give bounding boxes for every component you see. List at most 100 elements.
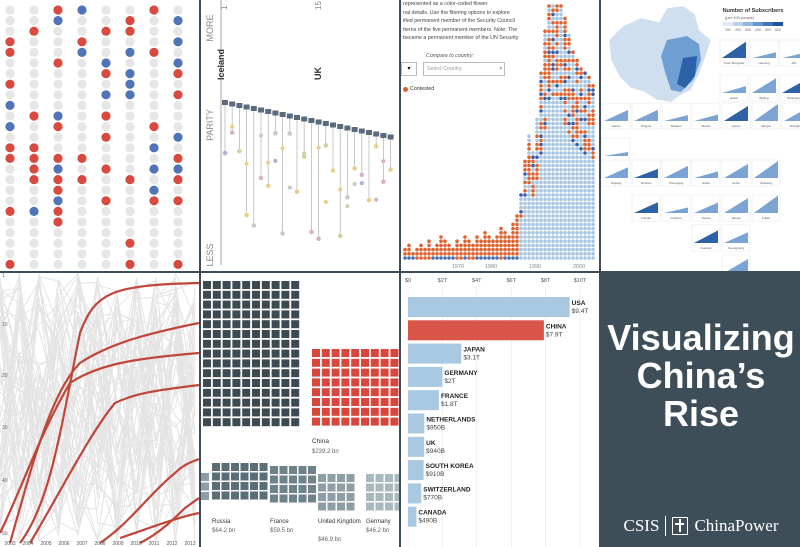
bar-france[interactable] — [408, 390, 439, 411]
council-dot — [575, 205, 579, 210]
waffle-cell-china — [321, 349, 330, 357]
bar-south-korea[interactable] — [408, 460, 424, 481]
council-dot — [587, 105, 591, 109]
council-dot — [539, 109, 543, 113]
council-dot — [495, 256, 499, 260]
parity-panel[interactable]: MORE PARITY LESS Iceland UK 1 15 — [201, 0, 399, 271]
lollipop-dot — [229, 130, 235, 135]
parity-marker — [344, 125, 351, 131]
gdp-bar-panel[interactable]: $0 $2T $4T $6T $8T $10T USA $9.4T CHINA $7.9T JAP… — [401, 273, 599, 547]
grid-dot — [53, 26, 63, 36]
council-dot — [591, 247, 595, 252]
council-dot — [575, 121, 579, 126]
council-dot — [543, 180, 547, 185]
council-dot — [519, 256, 523, 260]
parity-marker — [258, 107, 264, 113]
bar-switzerland[interactable] — [408, 483, 422, 504]
security-council-panel[interactable]: represented as a color-coded flower nal … — [401, 0, 599, 271]
council-dot — [551, 42, 555, 46]
council-dot — [507, 243, 511, 248]
waffle-cell-usa — [232, 300, 241, 309]
council-dot — [527, 180, 531, 185]
grid-dot — [149, 90, 159, 100]
grid-dot — [77, 153, 87, 163]
council-dot — [571, 243, 575, 248]
council-dot — [571, 105, 575, 109]
council-dot — [575, 126, 579, 130]
council-dot — [547, 184, 551, 189]
province-card[interactable] — [781, 102, 800, 130]
council-dot — [507, 239, 511, 243]
council-dot — [575, 75, 579, 80]
dot-grid-panel[interactable] — [0, 0, 199, 271]
council-dot — [567, 155, 571, 159]
province-card[interactable] — [779, 74, 800, 102]
council-dot — [579, 109, 583, 113]
waffle-cell-russia — [259, 482, 268, 490]
council-dot — [571, 210, 575, 214]
lollipop-dot — [273, 158, 278, 163]
council-dot — [459, 247, 463, 252]
council-dot — [527, 252, 531, 256]
province-card[interactable] — [779, 39, 800, 67]
legend-swatch — [763, 22, 773, 26]
council-dot — [555, 46, 559, 50]
y-tick-label: 30 — [2, 425, 8, 431]
bar-germany[interactable] — [408, 366, 443, 387]
waffle-cell-usa — [212, 290, 221, 299]
bar-china[interactable] — [408, 320, 544, 341]
council-dot — [583, 113, 587, 117]
council-dot — [547, 231, 551, 235]
country-select[interactable]: Select Country ▾ — [423, 62, 505, 76]
lollipop-dot — [338, 187, 343, 192]
council-dot — [403, 256, 407, 260]
lollipop-dot — [222, 150, 228, 156]
council-dot — [575, 193, 579, 197]
waffle-cell-china — [331, 398, 340, 406]
ranking-lines-panel[interactable]: 1 10 20 30 40 50 2003 2004 2005 2006 2007 2008 2009 2… — [0, 273, 199, 547]
left-select[interactable]: ▾ — [401, 62, 417, 76]
council-dot — [551, 218, 555, 222]
council-dot — [539, 168, 543, 172]
province-label: Yunnan — [641, 216, 652, 220]
council-dot — [579, 222, 583, 227]
grid-dot — [101, 5, 111, 15]
province-card[interactable] — [601, 137, 631, 165]
bar-japan[interactable] — [408, 343, 462, 364]
china-map-panel[interactable]: Number of Subscribers (per 100 people) 1… — [601, 0, 800, 271]
bar-usa[interactable] — [408, 297, 570, 317]
council-dot — [555, 63, 559, 67]
bar-uk[interactable] — [408, 436, 425, 457]
council-dot — [455, 256, 459, 260]
waffle-cell-usa — [242, 320, 251, 329]
waffle-cell-france — [289, 466, 297, 474]
bar-canada[interactable] — [408, 506, 417, 527]
province-card[interactable] — [691, 159, 721, 187]
council-dot — [559, 134, 563, 138]
waffle-cell-usa — [291, 408, 300, 417]
waffle-cell-usa — [281, 330, 290, 338]
waffle-panel[interactable]: China $239.2 bn Russia $64.2 bn France $… — [201, 273, 399, 547]
waffle-cell-russia — [250, 463, 258, 471]
waffle-cell-china — [321, 368, 330, 377]
council-dot — [575, 163, 579, 168]
council-dot — [571, 50, 575, 54]
council-dot — [575, 96, 579, 101]
council-dot — [527, 168, 531, 172]
council-dot — [439, 239, 443, 243]
grid-dot — [5, 238, 15, 248]
province-card[interactable] — [661, 194, 691, 222]
council-dot — [515, 243, 519, 248]
council-dot — [567, 117, 571, 122]
grid-dot — [173, 228, 183, 238]
grid-dot — [5, 196, 15, 206]
council-dot — [459, 243, 463, 248]
ranking-line-grey — [0, 323, 196, 507]
council-dot — [563, 134, 567, 138]
council-dot — [567, 79, 571, 84]
waffle-cell-china — [312, 349, 320, 357]
waffle-cell-france — [308, 494, 316, 503]
grid-dot — [29, 111, 39, 121]
bar-netherlands[interactable] — [408, 413, 425, 434]
grid-dot — [173, 58, 183, 68]
